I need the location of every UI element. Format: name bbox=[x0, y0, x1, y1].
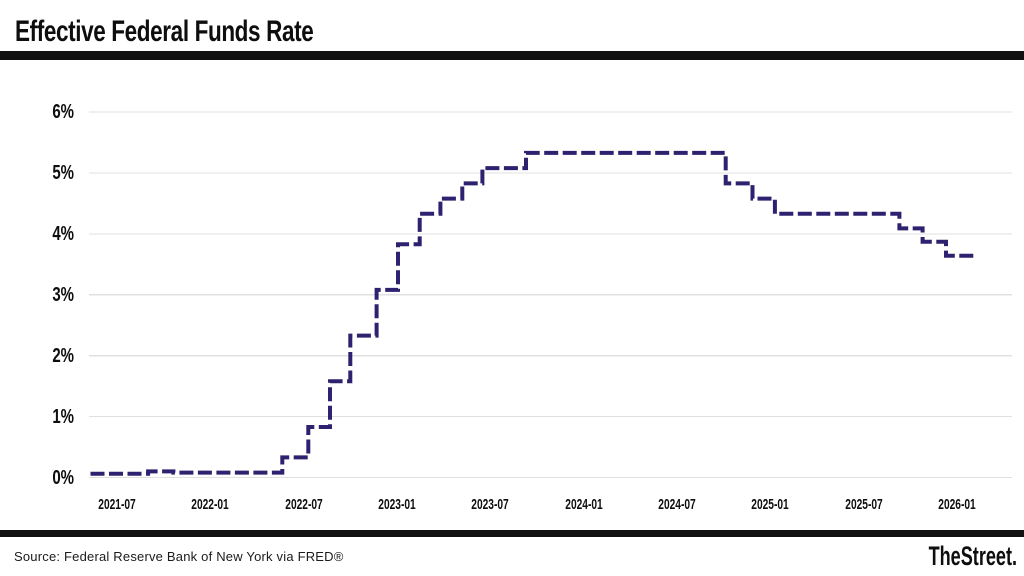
rate-step-line bbox=[90, 150, 978, 476]
chart-title: Effective Federal Funds Rate bbox=[15, 15, 314, 48]
source-attribution: Source: Federal Reserve Bank of New York… bbox=[14, 549, 344, 564]
footer-divider bbox=[0, 530, 1024, 537]
brand-logo: TheStreet. bbox=[928, 541, 1017, 571]
header-divider bbox=[0, 51, 1024, 60]
